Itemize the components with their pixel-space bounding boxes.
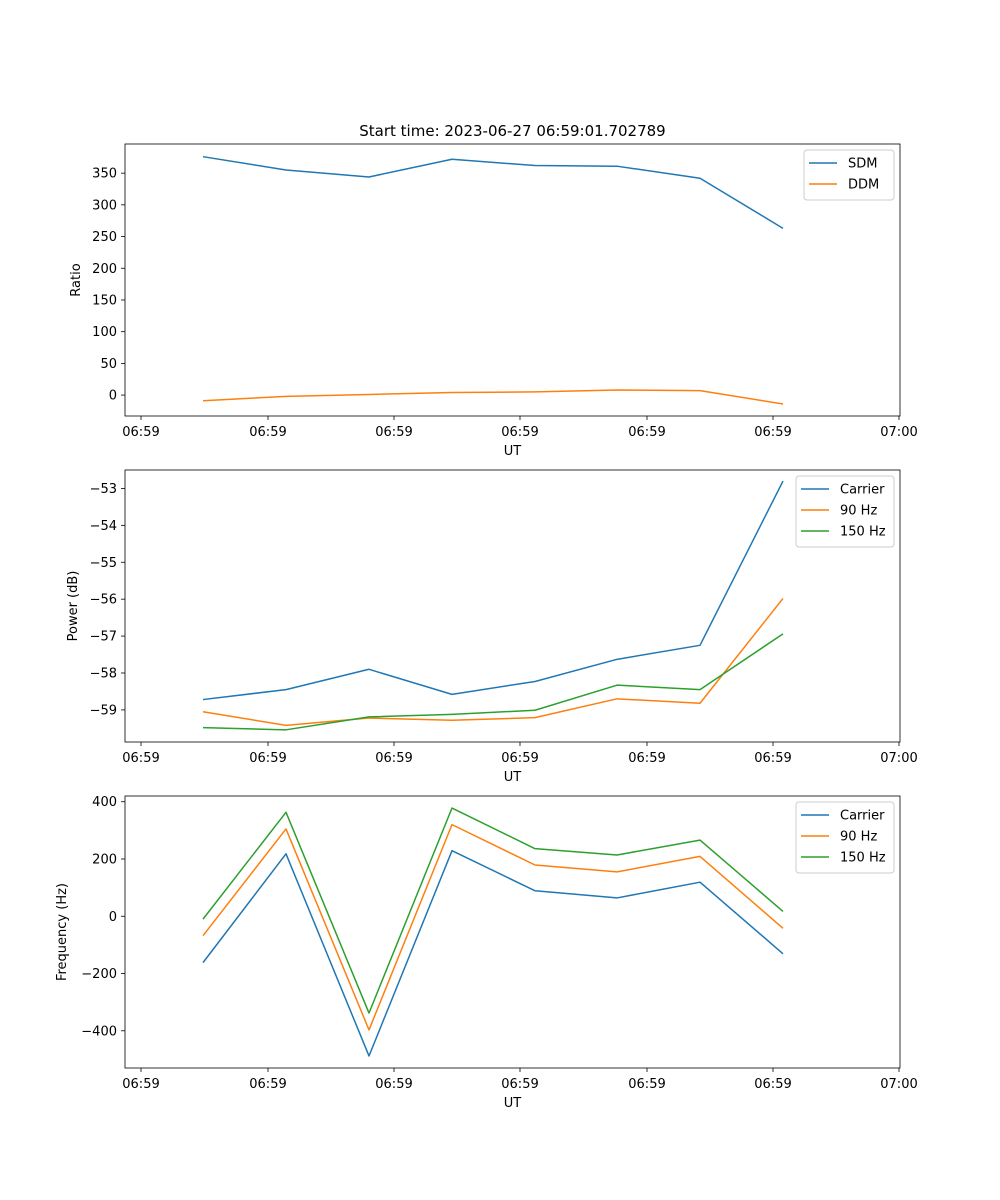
y-tick-label: 350 bbox=[92, 167, 117, 182]
subplot-3: 06:59 06:59 06:59 06:59 06:59 06:59 07:00 −400 −… bbox=[55, 795, 918, 1111]
y-tick-label: 100 bbox=[92, 325, 117, 340]
x-tick-label: 06:59 bbox=[501, 751, 538, 766]
y-tick-label: 250 bbox=[92, 230, 117, 245]
x-axis-label: UT bbox=[504, 1096, 522, 1111]
y-tick-label: 50 bbox=[100, 357, 117, 372]
x-tick-label: 06:59 bbox=[628, 425, 665, 440]
legend-label: Carrier bbox=[840, 483, 885, 498]
series-line-2 bbox=[202, 389, 784, 405]
legend-box bbox=[795, 475, 895, 548]
x-tick-label: 06:59 bbox=[628, 1077, 665, 1092]
y-axis-label: Frequency (Hz) bbox=[55, 883, 70, 981]
subplot-2: 06:59 06:59 06:59 06:59 06:59 06:59 07:00 −59 −5… bbox=[66, 469, 918, 785]
legend-label: 90 Hz bbox=[840, 830, 877, 845]
y-tick-label: 200 bbox=[92, 262, 117, 277]
legend-label: Carrier bbox=[840, 809, 885, 824]
x-tick-label: 06:59 bbox=[375, 1077, 412, 1092]
x-tick-label: 06:59 bbox=[122, 1077, 159, 1092]
legend: SDM DDM bbox=[803, 149, 895, 201]
x-tick-label: 06:59 bbox=[754, 425, 791, 440]
y-tick-label: −59 bbox=[90, 703, 117, 718]
x-tick-label: 07:00 bbox=[880, 751, 917, 766]
y-tick-label: 0 bbox=[109, 389, 117, 404]
axes-frame bbox=[124, 143, 901, 417]
y-tick-label: −56 bbox=[90, 593, 117, 608]
axes-frame bbox=[124, 469, 901, 743]
chart-title: Start time: 2023-06-27 06:59:01.702789 bbox=[359, 122, 665, 140]
legend-label: DDM bbox=[848, 178, 879, 193]
y-tick-label: −55 bbox=[90, 556, 117, 571]
y-tick-label: −53 bbox=[90, 482, 117, 497]
series-line-1 bbox=[202, 480, 784, 701]
legend: Carrier 90 Hz 150 Hz bbox=[795, 475, 895, 548]
y-tick-label: −57 bbox=[90, 630, 117, 645]
y-tick-label: −58 bbox=[90, 666, 117, 681]
series-line-3 bbox=[202, 633, 784, 731]
series-line-2 bbox=[202, 823, 784, 1031]
series-line-2 bbox=[202, 597, 784, 727]
legend-label: 150 Hz bbox=[840, 525, 886, 540]
series-line-1 bbox=[202, 155, 784, 229]
series-line-3 bbox=[202, 807, 784, 1014]
y-tick-label: 200 bbox=[92, 852, 117, 867]
legend-label: SDM bbox=[848, 157, 877, 172]
legend-label: 150 Hz bbox=[840, 851, 886, 866]
y-tick-label: 300 bbox=[92, 198, 117, 213]
axes-frame bbox=[124, 795, 901, 1069]
x-tick-label: 06:59 bbox=[501, 425, 538, 440]
y-tick-label: −200 bbox=[81, 967, 117, 982]
subplot-1: 06:59 06:59 06:59 06:59 06:59 06:59 07:00 0 50 10… bbox=[69, 122, 918, 459]
x-tick-label: 07:00 bbox=[880, 425, 917, 440]
x-tick-label: 06:59 bbox=[249, 1077, 286, 1092]
x-tick-label: 06:59 bbox=[754, 751, 791, 766]
x-tick-label: 07:00 bbox=[880, 1077, 917, 1092]
series-line-1 bbox=[202, 849, 784, 1057]
y-tick-label: −400 bbox=[81, 1024, 117, 1039]
legend: Carrier 90 Hz 150 Hz bbox=[795, 801, 895, 874]
y-tick-label: 150 bbox=[92, 293, 117, 308]
legend-box bbox=[795, 801, 895, 874]
y-axis-label: Power (dB) bbox=[66, 571, 81, 642]
y-tick-label: −54 bbox=[90, 519, 117, 534]
y-axis-label: Ratio bbox=[69, 263, 84, 296]
x-axis-label: UT bbox=[504, 770, 522, 785]
x-tick-label: 06:59 bbox=[375, 425, 412, 440]
x-tick-label: 06:59 bbox=[628, 751, 665, 766]
x-tick-label: 06:59 bbox=[122, 425, 159, 440]
x-tick-label: 06:59 bbox=[754, 1077, 791, 1092]
x-tick-label: 06:59 bbox=[501, 1077, 538, 1092]
x-tick-label: 06:59 bbox=[249, 425, 286, 440]
x-tick-label: 06:59 bbox=[122, 751, 159, 766]
y-tick-label: 400 bbox=[92, 795, 117, 810]
legend-label: 90 Hz bbox=[840, 504, 877, 519]
x-axis-label: UT bbox=[504, 444, 522, 459]
x-tick-label: 06:59 bbox=[375, 751, 412, 766]
x-tick-label: 06:59 bbox=[249, 751, 286, 766]
y-tick-label: 0 bbox=[109, 910, 117, 925]
